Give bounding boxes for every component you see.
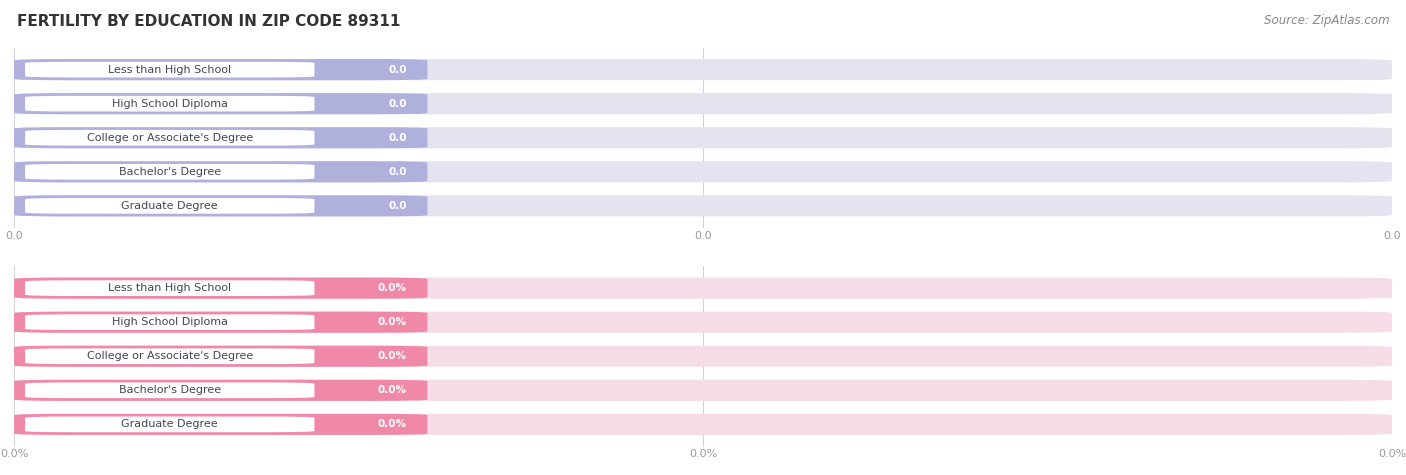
FancyBboxPatch shape <box>14 59 427 80</box>
FancyBboxPatch shape <box>14 312 1392 333</box>
Text: 0.0%: 0.0% <box>378 283 406 293</box>
Text: 0.0: 0.0 <box>388 65 406 75</box>
Text: High School Diploma: High School Diploma <box>111 99 228 109</box>
Text: 0.0: 0.0 <box>388 167 406 177</box>
Text: Graduate Degree: Graduate Degree <box>121 419 218 429</box>
Text: College or Associate's Degree: College or Associate's Degree <box>87 351 253 361</box>
FancyBboxPatch shape <box>25 130 315 145</box>
FancyBboxPatch shape <box>25 417 315 432</box>
Text: 0.0%: 0.0% <box>378 351 406 361</box>
FancyBboxPatch shape <box>14 127 1392 148</box>
FancyBboxPatch shape <box>25 198 315 214</box>
FancyBboxPatch shape <box>14 277 1392 299</box>
FancyBboxPatch shape <box>14 93 427 114</box>
FancyBboxPatch shape <box>14 312 427 333</box>
FancyBboxPatch shape <box>14 161 1392 182</box>
FancyBboxPatch shape <box>14 93 1392 114</box>
Text: 0.0: 0.0 <box>388 201 406 211</box>
FancyBboxPatch shape <box>25 164 315 180</box>
FancyBboxPatch shape <box>14 195 1392 217</box>
Text: College or Associate's Degree: College or Associate's Degree <box>87 133 253 143</box>
Text: Bachelor's Degree: Bachelor's Degree <box>118 385 221 395</box>
FancyBboxPatch shape <box>14 195 427 217</box>
FancyBboxPatch shape <box>25 382 315 398</box>
Text: High School Diploma: High School Diploma <box>111 317 228 327</box>
Text: 0.0: 0.0 <box>388 99 406 109</box>
FancyBboxPatch shape <box>25 314 315 330</box>
FancyBboxPatch shape <box>14 59 1392 80</box>
FancyBboxPatch shape <box>14 346 427 367</box>
Text: 0.0: 0.0 <box>388 133 406 143</box>
Text: Less than High School: Less than High School <box>108 283 232 293</box>
FancyBboxPatch shape <box>14 277 427 299</box>
Text: Graduate Degree: Graduate Degree <box>121 201 218 211</box>
Text: 0.0%: 0.0% <box>378 317 406 327</box>
FancyBboxPatch shape <box>14 414 1392 435</box>
FancyBboxPatch shape <box>25 280 315 296</box>
Text: FERTILITY BY EDUCATION IN ZIP CODE 89311: FERTILITY BY EDUCATION IN ZIP CODE 89311 <box>17 14 401 29</box>
FancyBboxPatch shape <box>25 96 315 112</box>
FancyBboxPatch shape <box>14 127 427 148</box>
FancyBboxPatch shape <box>25 62 315 77</box>
FancyBboxPatch shape <box>14 380 427 401</box>
Text: 0.0%: 0.0% <box>378 419 406 429</box>
Text: 0.0%: 0.0% <box>378 385 406 395</box>
Text: Source: ZipAtlas.com: Source: ZipAtlas.com <box>1264 14 1389 27</box>
FancyBboxPatch shape <box>25 349 315 364</box>
FancyBboxPatch shape <box>14 380 1392 401</box>
Text: Less than High School: Less than High School <box>108 65 232 75</box>
FancyBboxPatch shape <box>14 161 427 182</box>
FancyBboxPatch shape <box>14 414 427 435</box>
Text: Bachelor's Degree: Bachelor's Degree <box>118 167 221 177</box>
FancyBboxPatch shape <box>14 346 1392 367</box>
